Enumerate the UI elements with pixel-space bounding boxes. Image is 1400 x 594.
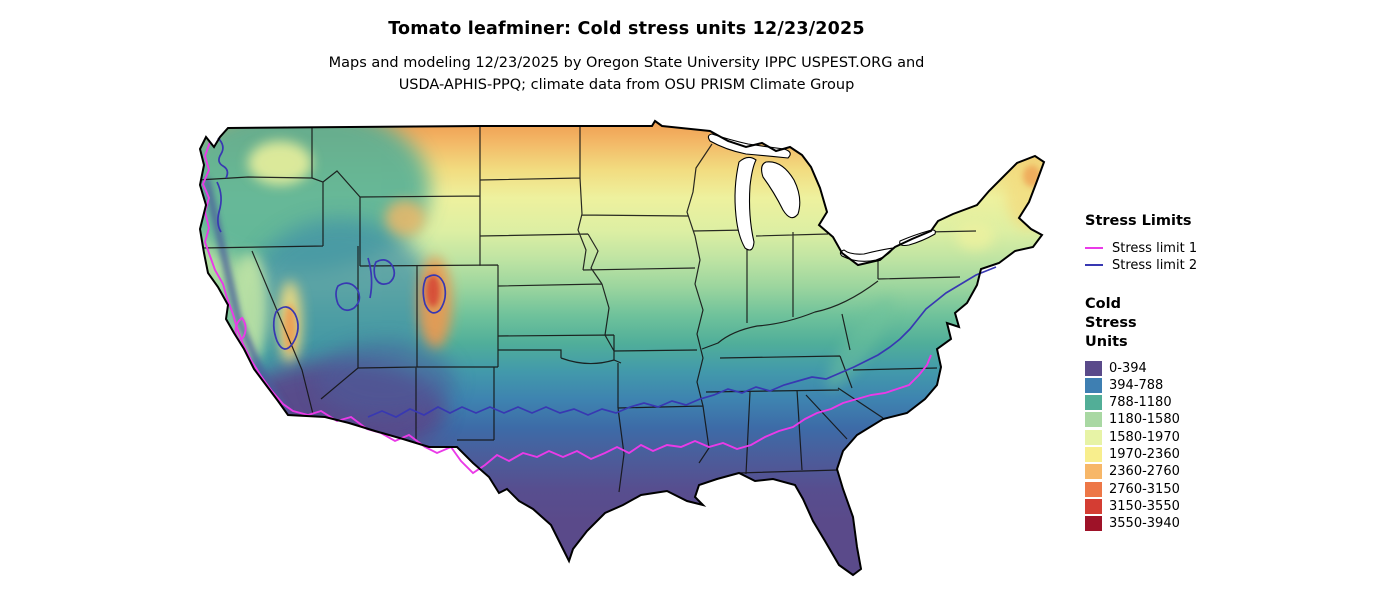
legend-item-0-394: 0-394 (1085, 359, 1235, 376)
us-outline (198, 119, 1046, 577)
range-label: 788-1180 (1109, 395, 1172, 411)
color-swatch (1085, 447, 1102, 462)
color-swatch (1085, 481, 1102, 497)
cold-stress-units-title: Cold Stress Units (1085, 295, 1137, 350)
stress-limit-2-line-swatch (1085, 264, 1103, 267)
colorado-peaks-overlay (426, 275, 440, 307)
legend-item-1180-1580: 1180-1580 (1085, 411, 1235, 428)
sierra-peaks-overlay (284, 304, 296, 352)
legend-item-1970-2360: 1970-2360 (1085, 446, 1235, 463)
range-label: 3550-3940 (1109, 516, 1180, 532)
legend: Stress Limits Stress limit 1 Stress limi… (1085, 212, 1235, 532)
range-label: 394-788 (1109, 377, 1164, 393)
legend-item-3150-3550: 3150-3550 (1085, 498, 1235, 515)
subtitle: Maps and modeling 12/23/2025 by Oregon S… (0, 52, 1253, 96)
arizona-overlay (315, 342, 455, 418)
page-title: Tomato leafminer: Cold stress units 12/2… (388, 19, 865, 39)
color-swatch (1085, 412, 1102, 428)
adirondacks-overlay (956, 222, 994, 250)
range-label: 2760-3150 (1109, 481, 1180, 497)
stress-limit-2-contour (216, 137, 997, 418)
range-label: 3150-3550 (1109, 498, 1180, 514)
subtitle-line-1: Maps and modeling 12/23/2025 by Oregon S… (328, 55, 925, 71)
cold-stress-units-legend: Cold Stress Units 0-394 394-788 788-1180… (1085, 295, 1235, 533)
color-swatch (1085, 429, 1102, 445)
subtitle-line-2: USDA-APHIS-PPQ; climate data from OSU PR… (398, 77, 855, 93)
lake-michigan (734, 156, 757, 251)
color-swatch (1085, 516, 1102, 532)
pacific-coast-mild-strip (202, 177, 289, 414)
us-map-graphic (198, 119, 1046, 577)
stress-limit-1-line-swatch (1085, 247, 1103, 250)
stress-limit-2-label: Stress limit 2 (1112, 257, 1198, 273)
columbia-basin-overlay (248, 141, 312, 185)
state-borders (200, 126, 977, 493)
legend-item-stress-limit-1: Stress limit 1 (1085, 240, 1235, 257)
lake-huron (760, 161, 801, 219)
central-valley-overlay (232, 253, 268, 363)
legend-item-stress-limit-2: Stress limit 2 (1085, 257, 1235, 274)
legend-item-788-1180: 788-1180 (1085, 394, 1235, 411)
figure-header: Tomato leafminer: Cold stress units 12/2… (0, 19, 1253, 96)
range-label: 0-394 (1109, 360, 1147, 376)
color-swatch (1085, 395, 1102, 411)
range-label: 1580-1970 (1109, 429, 1180, 445)
lake-erie (839, 247, 894, 262)
stress-limit-1-contour (201, 141, 932, 475)
idaho-rockies-overlay (385, 200, 425, 236)
color-swatch (1085, 464, 1102, 480)
us-map (190, 118, 1070, 588)
stress-limits-legend: Stress Limits Stress limit 1 Stress limi… (1085, 212, 1235, 274)
legend-item-1580-1970: 1580-1970 (1085, 429, 1235, 446)
range-label: 1970-2360 (1109, 447, 1180, 462)
legend-item-3550-3940: 3550-3940 (1085, 515, 1235, 532)
color-swatch (1085, 377, 1102, 393)
legend-item-394-788: 394-788 (1085, 377, 1235, 394)
color-swatch (1085, 498, 1102, 514)
color-swatch (1085, 360, 1102, 376)
legend-item-2360-2760: 2360-2760 (1085, 463, 1235, 480)
range-label: 1180-1580 (1109, 412, 1180, 428)
legend-item-2760-3150: 2760-3150 (1085, 480, 1235, 497)
range-label: 2360-2760 (1109, 464, 1180, 480)
stress-limit-1-label: Stress limit 1 (1112, 240, 1198, 256)
stress-limits-title: Stress Limits (1085, 213, 1192, 229)
